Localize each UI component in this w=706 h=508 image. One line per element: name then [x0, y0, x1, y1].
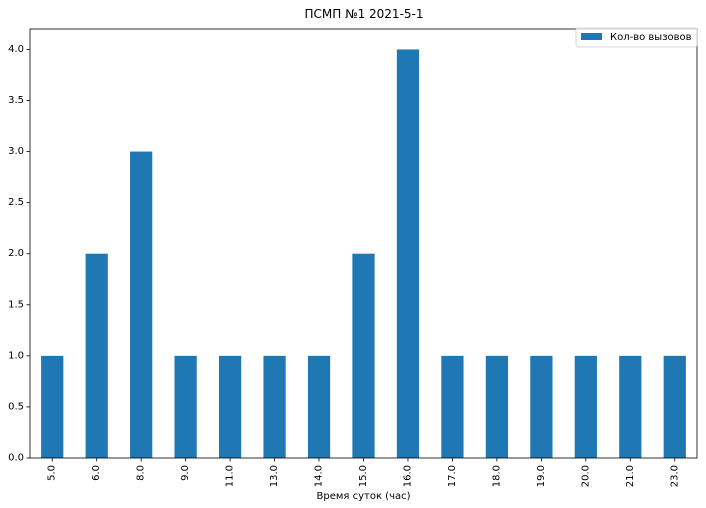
- bar-12: [574, 355, 597, 458]
- y-tick-label: 0.0: [8, 453, 24, 464]
- x-tick-label: 16.0: [402, 465, 413, 487]
- y-tick-label: 1.5: [8, 299, 24, 310]
- bar-8: [396, 49, 420, 459]
- bar-13: [619, 355, 642, 458]
- x-tick-label: 6.0: [91, 465, 102, 481]
- bar-14: [663, 355, 686, 458]
- bar-3: [174, 355, 197, 458]
- plot-frame: [29, 28, 698, 459]
- x-tick-label: 15.0: [358, 465, 369, 487]
- bar-6: [307, 355, 331, 458]
- y-tick-label: 2.5: [8, 197, 24, 208]
- x-tick-label: 11.0: [225, 465, 236, 487]
- x-tick-label: 5.0: [47, 465, 58, 481]
- x-axis: 5.0 6.0 8.0 9.0 11.0 13.0 14.0 15.0 16.0 17.0 18.0…: [47, 458, 680, 487]
- y-tick-label: 2.0: [8, 248, 24, 259]
- bar-2: [130, 151, 153, 459]
- bar-10: [485, 355, 509, 458]
- x-tick-label: 9.0: [180, 465, 191, 481]
- legend-entry-label: Кол-во вызовов: [610, 32, 692, 43]
- x-tick-label: 20.0: [580, 465, 591, 487]
- x-tick-label: 23.0: [669, 465, 680, 487]
- y-tick-label: 4.0: [8, 44, 24, 55]
- x-tick-label: 19.0: [536, 465, 547, 487]
- x-tick-label: 13.0: [269, 465, 280, 487]
- bar-11: [530, 355, 553, 458]
- bar-7: [352, 253, 375, 458]
- x-tick-label: 17.0: [447, 465, 458, 487]
- legend: Кол-во вызовов: [575, 27, 698, 48]
- y-tick-label: 3.0: [8, 146, 24, 157]
- bar-0: [41, 355, 64, 458]
- y-tick-label: 3.5: [8, 95, 24, 106]
- x-tick-label: 18.0: [491, 465, 502, 487]
- y-axis: 0.0 0.5 1.0 1.5 2.0 2.5 3.0 3.5 4.0: [8, 44, 30, 464]
- x-tick-label: 14.0: [314, 465, 325, 487]
- bar-1: [85, 253, 108, 458]
- bars-group: [41, 49, 686, 459]
- chart-title: ПСМП №1 2021-5-1: [305, 7, 424, 21]
- x-axis-label: Время суток (час): [316, 491, 410, 502]
- legend-swatch: [581, 33, 602, 40]
- y-tick-label: 0.5: [8, 401, 24, 412]
- legend-box: [575, 27, 698, 48]
- bar-4: [218, 355, 242, 458]
- bar-5: [263, 355, 286, 458]
- x-tick-label: 8.0: [136, 465, 147, 481]
- y-tick-label: 1.0: [8, 350, 24, 361]
- bar-9: [441, 355, 464, 458]
- x-tick-label: 21.0: [625, 465, 636, 487]
